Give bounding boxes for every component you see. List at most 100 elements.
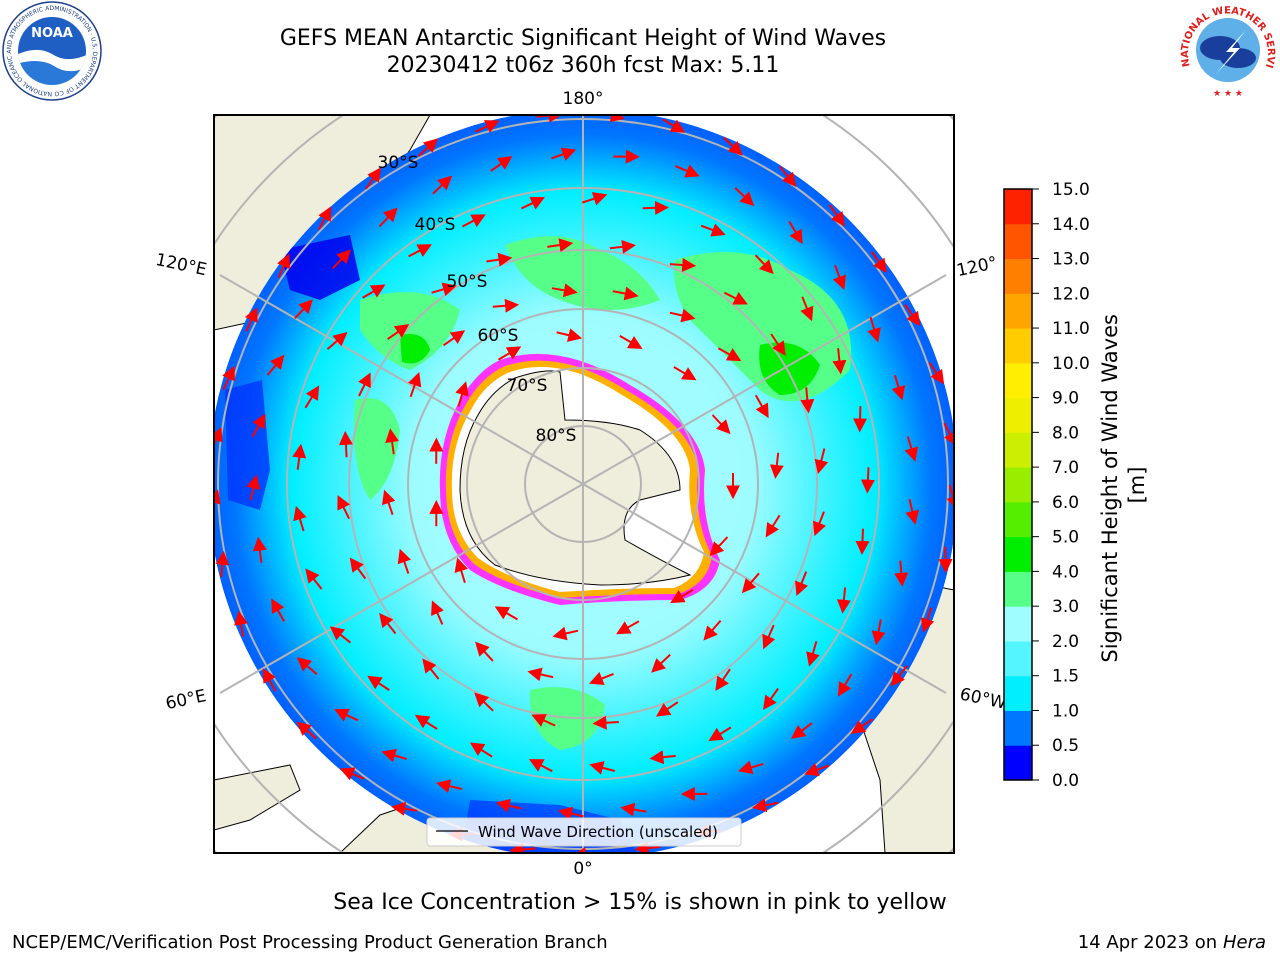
- wave-direction-arrow: [252, 536, 267, 563]
- colorbar-tick-label: 1.5: [1052, 667, 1079, 687]
- wave-direction-arrow: [814, 448, 829, 475]
- wave-direction-arrow: [723, 291, 748, 305]
- wave-direction-arrow: [620, 802, 647, 817]
- wave-direction-arrow: [589, 761, 616, 775]
- wave-direction-arrow: [382, 489, 396, 516]
- wave-direction-arrow: [722, 136, 743, 156]
- wave-direction-arrow: [770, 333, 786, 356]
- wave-direction-arrow: [867, 317, 881, 343]
- wave-direction-arrow: [365, 167, 382, 190]
- wave-direction-arrow: [305, 568, 323, 590]
- wave-direction-arrow: [649, 750, 676, 765]
- wave-direction-arrow: [474, 692, 494, 712]
- wave-direction-arrow: [431, 600, 444, 625]
- colorbar-segment: [1004, 640, 1032, 677]
- colorbar-segment: [1004, 606, 1032, 642]
- lat-label-30s: 30°S: [378, 153, 419, 173]
- wave-direction-arrow: [296, 721, 317, 740]
- colorbar-label: Significant Height of Wind Waves [m]: [1098, 307, 1149, 662]
- wave-direction-arrow: [871, 619, 886, 646]
- colorbar-tick-label: 7.0: [1052, 458, 1079, 478]
- wave-direction-arrow: [765, 514, 781, 538]
- colorbar-segment: [1004, 293, 1032, 329]
- wave-direction-arrow: [703, 619, 722, 641]
- wave-direction-arrow: [462, 214, 486, 228]
- map-frame: [213, 114, 955, 854]
- wave-direction-arrow: [455, 381, 469, 407]
- colorbar-tick-label: 3.0: [1052, 597, 1079, 617]
- colorbar-segment: [1004, 536, 1032, 572]
- wave-direction-arrow: [763, 687, 779, 711]
- colorbar-frame: [1003, 188, 1033, 781]
- wave-direction-arrow: [266, 354, 285, 376]
- wave-direction-arrow: [494, 606, 518, 621]
- wave-direction-arrow: [234, 610, 248, 637]
- wave-direction-arrow: [214, 427, 223, 448]
- wave-direction-arrow: [547, 238, 574, 253]
- wave-direction-arrow: [791, 722, 813, 739]
- wave-direction-arrow: [528, 759, 553, 773]
- wave-direction-arrow: [332, 249, 351, 269]
- wave-direction-arrow: [475, 120, 500, 133]
- wave-direction-arrow: [581, 192, 608, 206]
- wave-direction-arrow: [497, 346, 522, 361]
- wave-direction-arrow: [832, 348, 847, 375]
- wave-direction-arrow: [754, 254, 774, 275]
- wave-direction-arrow: [397, 548, 411, 574]
- wave-direction-arrow: [832, 265, 846, 291]
- wave-direction-arrow: [642, 200, 669, 215]
- noaa-logo: NATIONAL OCEANIC AND ATMOSPHERIC ADMINIS…: [0, 0, 102, 101]
- wave-direction-arrow: [795, 571, 809, 597]
- sea-ice-note: Sea Ice Concentration > 15% is shown in …: [333, 890, 947, 915]
- chart-subtitle: 20230412 t06z 360h fcst Max: 5.11: [386, 53, 780, 78]
- wave-direction-arrow: [304, 385, 320, 409]
- wave-direction-arrow: [651, 653, 671, 673]
- wave-direction-arrow: [850, 718, 874, 734]
- wave-direction-arrow: [634, 841, 661, 853]
- colorbar-segment: [1004, 189, 1032, 225]
- wave-direction-arrow: [738, 760, 764, 775]
- lon-label-120e: 120°E: [154, 250, 209, 280]
- wave-direction-arrow: [556, 328, 583, 342]
- wave-direction-arrow: [905, 498, 920, 525]
- wave-direction-arrow: [475, 641, 494, 662]
- wave-direction-arrow: [326, 332, 348, 350]
- map-legend: Wind Wave Direction (unscaled): [426, 817, 742, 847]
- wave-direction-arrow: [741, 572, 760, 594]
- wave-direction-arrow: [490, 155, 513, 172]
- colorbar-tick-label: 14.0: [1052, 215, 1090, 235]
- wave-direction-arrow: [385, 428, 400, 455]
- wave-direction-arrow: [495, 798, 522, 813]
- chart-title: GEFS MEAN Antarctic Significant Height o…: [279, 26, 887, 51]
- wave-direction-arrow: [349, 557, 367, 580]
- antarctica: [439, 353, 720, 605]
- colorbar-segment: [1004, 432, 1032, 468]
- lat-label-80s: 80°S: [536, 426, 577, 446]
- wave-direction-arrow: [715, 668, 731, 692]
- wave-direction-arrow: [408, 371, 422, 398]
- wave-direction-arrow: [619, 335, 643, 349]
- lon-label-180: 180°: [563, 89, 604, 109]
- wave-direction-arrow: [828, 204, 845, 227]
- wave-direction-arrow: [293, 505, 307, 532]
- colorbar-tick-label: 12.0: [1052, 284, 1090, 304]
- wave-direction-arrow: [860, 467, 875, 494]
- wave-direction-arrow: [813, 511, 827, 537]
- colorbar-tick-label: 1.0: [1052, 701, 1079, 721]
- colorbar-tick-label: 0.0: [1052, 771, 1079, 791]
- lat-label-50s: 50°S: [447, 272, 488, 292]
- wave-direction-arrow: [486, 252, 513, 267]
- colorbar-tick-label: 10.0: [1052, 354, 1090, 374]
- wave-direction-arrow: [251, 413, 266, 438]
- colorbar: 0.0 0.5 1.0 1.5 2.0 3.0 4.0 5.0 6.0 7.0 8.0 9.0 10.0…: [1003, 180, 1090, 791]
- wave-direction-arrow: [670, 589, 694, 604]
- wave-direction-arrow: [262, 668, 277, 692]
- colorbar-tick-label: 2.0: [1052, 632, 1079, 652]
- wave-direction-arrow: [408, 244, 432, 258]
- colorbar-tick-label: 0.5: [1052, 736, 1079, 756]
- wave-direction-arrow: [318, 206, 332, 230]
- wave-direction-arrow: [443, 330, 466, 347]
- lon-label-60w: 60°W: [958, 684, 1008, 713]
- legend-label: Wind Wave Direction (unscaled): [478, 823, 718, 841]
